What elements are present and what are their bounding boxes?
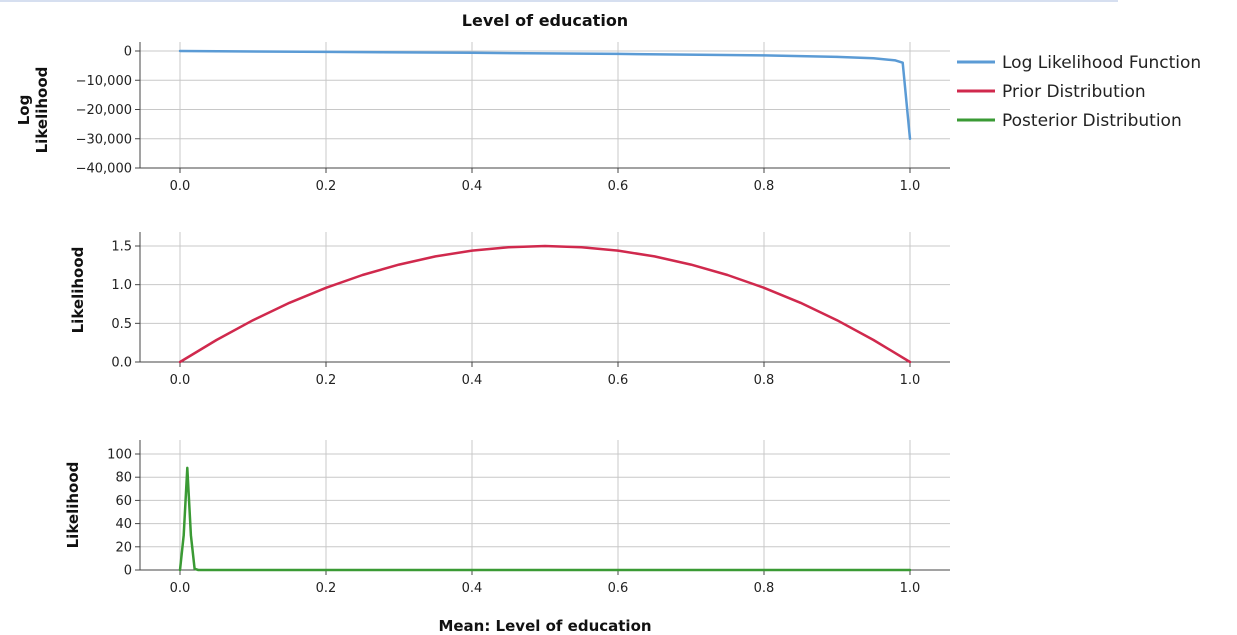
data-point <box>179 50 181 52</box>
y-tick-label: 0 <box>124 45 132 60</box>
data-point <box>580 246 583 249</box>
data-point <box>179 361 181 363</box>
y-axis-title: Likelihood <box>69 247 87 334</box>
x-tick-label: 0.0 <box>170 373 191 388</box>
data-point <box>288 301 291 304</box>
data-point <box>872 57 875 60</box>
legend: Log Likelihood Function Prior Distributio… <box>957 53 1201 131</box>
data-point <box>901 61 904 64</box>
x-tick-label: 1.0 <box>900 179 921 194</box>
data-point <box>193 567 196 570</box>
data-point <box>179 569 181 571</box>
x-tick-label: 0.6 <box>608 179 629 194</box>
y-axis-title-line: Likelihood <box>33 67 51 154</box>
x-tick-label: 0.8 <box>754 373 775 388</box>
data-point <box>189 534 192 537</box>
x-tick-label: 1.0 <box>900 581 921 596</box>
x-axis-title: Mean: Level of education <box>438 617 651 635</box>
legend-label: Log Likelihood Function <box>1002 53 1201 73</box>
data-point <box>398 263 400 266</box>
data-point <box>325 50 327 53</box>
y-tick-label: 100 <box>107 448 132 463</box>
y-axis-title: Likelihood <box>64 462 82 549</box>
y-tick-label: 60 <box>115 494 132 509</box>
y-axis-title-line: Log <box>15 95 33 126</box>
x-tick-label: 0.2 <box>316 581 337 596</box>
y-tick-label: −40,000 <box>76 162 132 177</box>
series-line <box>178 244 912 364</box>
x-tick-label: 0.8 <box>754 581 775 596</box>
y-axis-title-line: Likelihood <box>64 462 82 549</box>
x-tick-label: 0.4 <box>462 179 483 194</box>
data-point <box>836 55 838 58</box>
data-point <box>215 569 218 571</box>
data-point <box>252 319 254 322</box>
data-point <box>763 286 765 289</box>
data-point <box>361 274 364 276</box>
legend-label: Posterior Distribution <box>1002 111 1182 131</box>
x-tick-label: 0.8 <box>754 179 775 194</box>
data-point <box>872 338 875 341</box>
data-point <box>507 246 510 249</box>
y-tick-label: −10,000 <box>76 74 132 89</box>
x-tick-label: 1.0 <box>900 373 921 388</box>
data-point <box>544 569 546 571</box>
data-point <box>186 466 189 469</box>
data-point <box>325 569 327 571</box>
x-tick-label: 0.2 <box>316 373 337 388</box>
panel-3: 0 20 40 60 80 100 0.0 0.2 0.4 0.6 0.8 1.0 Likelihood <box>64 440 950 596</box>
data-point <box>726 274 729 276</box>
data-point <box>617 249 619 252</box>
data-point <box>909 361 911 363</box>
data-point <box>325 286 327 289</box>
data-point <box>894 59 897 62</box>
data-point <box>690 263 692 266</box>
y-axis-title-line: Likelihood <box>69 247 87 334</box>
data-point <box>799 301 802 304</box>
data-point <box>182 534 185 537</box>
data-point <box>836 319 838 322</box>
y-tick-label: 80 <box>115 471 132 486</box>
data-point <box>215 338 218 341</box>
panel-2: 0.0 0.5 1.0 1.5 0.0 0.2 0.4 0.6 0.8 1.0 Likelihood <box>69 232 950 388</box>
y-tick-label: 1.0 <box>111 278 132 293</box>
panel-1: 0 −10,000 −20,000 −30,000 −40,000 0.0 0.2 0.4 0.… <box>15 42 950 194</box>
x-tick-label: 0.4 <box>462 581 483 596</box>
y-tick-label: 0.0 <box>111 356 132 371</box>
data-point <box>471 51 473 54</box>
data-point <box>909 569 911 571</box>
data-point <box>909 137 911 140</box>
data-point <box>653 255 656 258</box>
data-point <box>763 569 765 571</box>
data-point <box>197 569 200 571</box>
y-axis-title: LogLikelihood <box>15 67 51 154</box>
series-line <box>178 49 912 141</box>
y-tick-label: 0 <box>124 564 132 579</box>
data-point <box>434 255 437 258</box>
data-point <box>544 245 546 247</box>
y-tick-label: −30,000 <box>76 132 132 147</box>
x-tick-label: 0.6 <box>608 581 629 596</box>
x-tick-label: 0.2 <box>316 179 337 194</box>
y-tick-label: −20,000 <box>76 103 132 118</box>
chart-title: Level of education <box>462 11 628 30</box>
y-tick-label: 40 <box>115 517 132 532</box>
legend-label: Prior Distribution <box>1002 82 1146 102</box>
series-line <box>178 466 912 572</box>
x-tick-label: 0.6 <box>608 373 629 388</box>
y-tick-label: 1.5 <box>111 240 132 255</box>
data-point <box>763 54 765 57</box>
top-border-strip <box>0 0 1118 2</box>
x-tick-label: 0.0 <box>170 179 191 194</box>
x-tick-label: 0.4 <box>462 373 483 388</box>
data-point <box>471 249 473 252</box>
data-point <box>617 52 619 55</box>
y-tick-label: 0.5 <box>111 317 132 332</box>
y-tick-label: 20 <box>115 540 132 555</box>
x-tick-label: 0.0 <box>170 581 191 596</box>
